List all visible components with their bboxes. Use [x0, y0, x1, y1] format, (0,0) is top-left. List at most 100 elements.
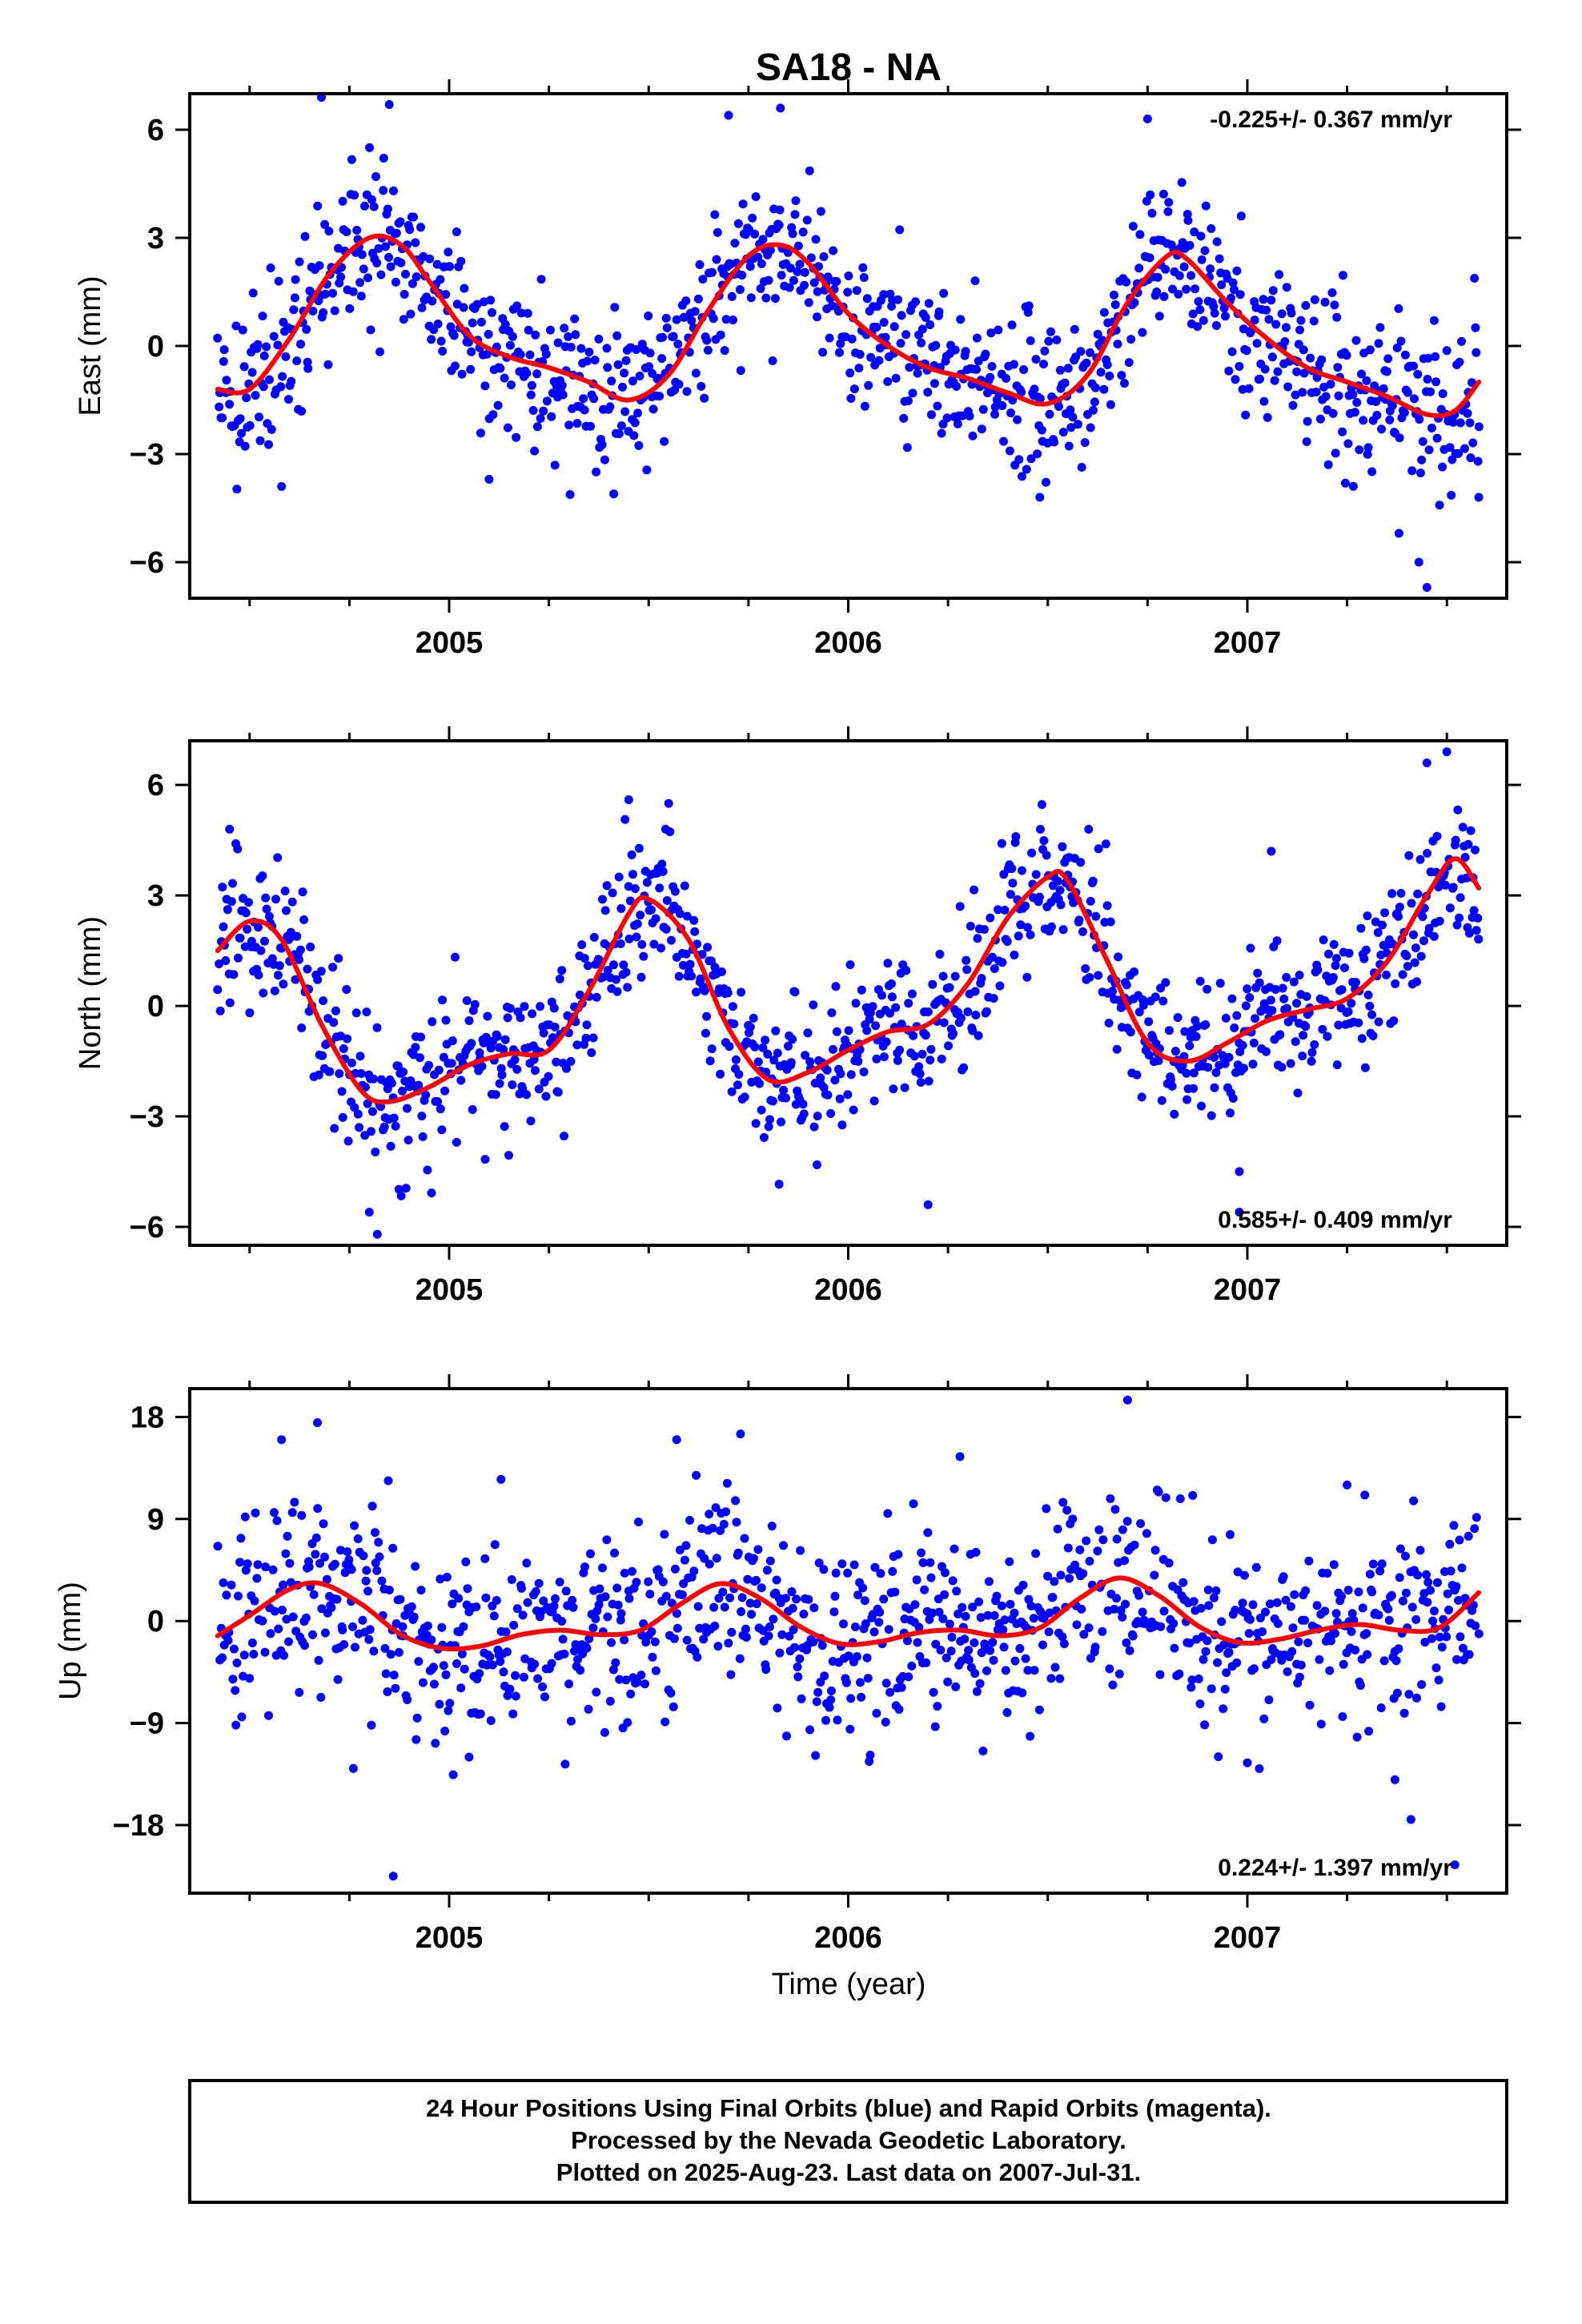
data-point [733, 1548, 743, 1558]
data-point [1210, 308, 1219, 318]
data-point [501, 1627, 511, 1637]
data-point [877, 991, 886, 1000]
data-point [661, 924, 671, 934]
data-point [1212, 237, 1222, 247]
data-point [687, 316, 697, 325]
data-point [228, 879, 237, 888]
data-point [575, 990, 584, 999]
data-point [682, 1635, 692, 1645]
x-tick-label: 2006 [814, 1273, 882, 1307]
data-point [912, 1575, 921, 1585]
data-point [1456, 1632, 1465, 1642]
data-point [901, 966, 911, 975]
data-point [279, 1580, 288, 1590]
data-point [1313, 965, 1323, 975]
data-point [526, 390, 536, 400]
data-point [845, 1724, 855, 1734]
data-point [970, 1669, 980, 1679]
data-point [952, 382, 962, 391]
data-point [1042, 850, 1051, 860]
data-point [448, 1599, 457, 1609]
data-point [464, 1016, 474, 1025]
data-point [916, 1078, 926, 1087]
data-point [248, 288, 258, 298]
data-point [1215, 979, 1225, 988]
data-point [405, 225, 415, 235]
data-point [215, 402, 224, 412]
data-point [793, 1672, 803, 1682]
data-point [457, 369, 467, 379]
data-point [890, 1587, 900, 1597]
data-point [858, 263, 868, 272]
data-point [266, 263, 275, 272]
data-point [541, 349, 551, 359]
data-point [716, 330, 725, 340]
data-point [734, 1070, 744, 1080]
data-point [362, 1007, 371, 1017]
data-point [441, 1015, 451, 1025]
data-point [1128, 1631, 1138, 1641]
data-point [986, 328, 996, 338]
data-point [258, 871, 267, 881]
data-point [982, 1007, 991, 1016]
data-point [1203, 984, 1212, 994]
data-point [522, 1558, 532, 1568]
data-point [239, 1651, 249, 1660]
data-point [362, 1566, 371, 1575]
data-point [869, 1627, 879, 1637]
data-point [311, 1550, 320, 1559]
data-point [1170, 1643, 1179, 1653]
data-point [1387, 401, 1397, 411]
data-point [1330, 300, 1339, 310]
data-point [971, 1547, 981, 1557]
data-point [1363, 1650, 1372, 1659]
data-point [1347, 999, 1356, 1008]
data-point [1085, 973, 1094, 982]
data-point [764, 275, 773, 285]
data-point [726, 1670, 736, 1679]
data-point [1374, 1610, 1383, 1620]
data-point [330, 1559, 339, 1569]
data-point [398, 1622, 408, 1631]
data-point [1334, 1020, 1343, 1030]
data-point [352, 226, 362, 235]
data-point [527, 380, 536, 390]
data-point [879, 1052, 889, 1062]
data-point [1072, 1620, 1082, 1630]
data-point [883, 377, 893, 386]
data-point [213, 1542, 223, 1551]
data-point [972, 364, 981, 374]
data-point [832, 1027, 841, 1036]
data-point [343, 1136, 353, 1146]
data-point [710, 210, 720, 219]
data-point [946, 1647, 956, 1656]
data-point [218, 1653, 227, 1663]
data-point [986, 1646, 995, 1655]
data-point [427, 335, 436, 344]
data-point [990, 1610, 999, 1620]
data-point [616, 904, 626, 913]
data-point [1135, 230, 1145, 239]
data-point [1348, 390, 1358, 400]
data-point [358, 1615, 367, 1625]
east-fit-curve [215, 233, 1482, 419]
data-point [525, 350, 535, 360]
data-point [250, 1596, 259, 1606]
data-point [343, 1034, 352, 1043]
data-point [948, 1576, 958, 1586]
data-point [716, 1526, 725, 1535]
data-point [917, 324, 927, 334]
data-point [923, 1528, 933, 1538]
data-point [291, 975, 300, 984]
data-point [252, 1574, 262, 1583]
data-point [1197, 1101, 1206, 1111]
data-point [476, 1709, 485, 1719]
data-point [777, 271, 786, 280]
data-point [685, 1515, 694, 1525]
data-point [1255, 1613, 1265, 1622]
data-point [759, 1132, 769, 1142]
data-point [452, 1659, 461, 1668]
data-point [1204, 1601, 1214, 1610]
data-point [1394, 1644, 1403, 1654]
data-point [1387, 1590, 1396, 1600]
